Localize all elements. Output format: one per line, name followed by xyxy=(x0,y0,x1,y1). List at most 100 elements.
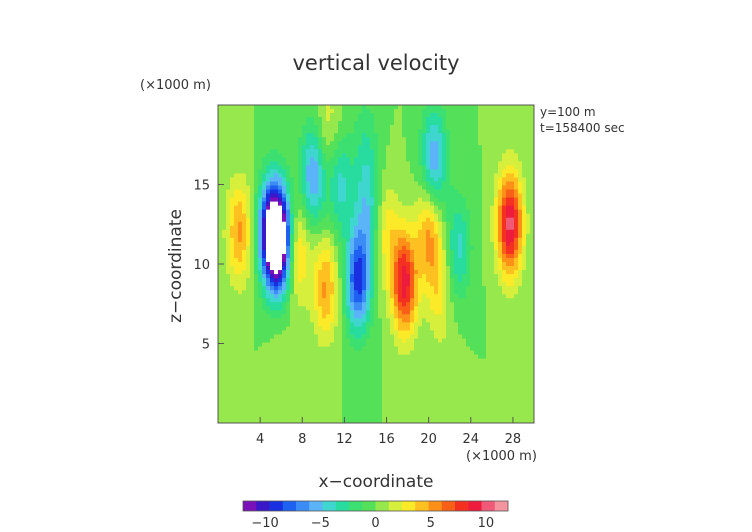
heatmap-cell xyxy=(414,302,419,307)
heatmap-cell xyxy=(374,185,379,190)
heatmap-cell xyxy=(306,209,311,215)
heatmap-cell xyxy=(222,302,227,307)
heatmap-cell xyxy=(250,342,255,347)
heatmap-cell xyxy=(410,278,415,283)
heatmap-cell xyxy=(354,338,359,343)
heatmap-cell xyxy=(302,193,307,198)
heatmap-cell xyxy=(322,274,327,279)
heatmap-cell xyxy=(218,378,223,384)
heatmap-cell xyxy=(406,386,411,392)
heatmap-cell xyxy=(418,314,423,319)
heatmap-cell xyxy=(390,177,395,182)
heatmap-cell xyxy=(238,133,243,138)
heatmap-cell xyxy=(398,173,403,178)
heatmap-cell xyxy=(442,334,447,339)
heatmap-cell xyxy=(306,169,311,174)
heatmap-cell xyxy=(246,233,251,239)
heatmap-cell xyxy=(310,105,315,110)
heatmap-cell xyxy=(322,270,327,275)
heatmap-cell xyxy=(446,266,451,271)
heatmap-cell xyxy=(462,398,467,404)
heatmap-cell xyxy=(354,209,359,215)
heatmap-cell xyxy=(362,322,367,327)
heatmap-cell xyxy=(342,121,347,126)
heatmap-cell xyxy=(450,105,455,110)
heatmap-cell xyxy=(386,290,391,295)
heatmap-cell xyxy=(274,181,279,186)
heatmap-cell xyxy=(230,358,235,364)
heatmap-cell xyxy=(226,338,231,343)
heatmap-cell xyxy=(370,261,375,267)
heatmap-cell xyxy=(466,217,471,223)
heatmap-cell xyxy=(230,137,235,142)
heatmap-cell xyxy=(262,253,267,259)
heatmap-cell xyxy=(262,149,267,154)
heatmap-cell xyxy=(414,173,419,178)
heatmap-cell xyxy=(246,201,251,207)
heatmap-cell xyxy=(314,266,319,271)
heatmap-cell xyxy=(278,270,283,275)
heatmap-cell xyxy=(398,342,403,347)
heatmap-cell xyxy=(438,173,443,178)
heatmap-cell xyxy=(362,314,367,319)
heatmap-cell xyxy=(278,362,283,368)
heatmap-cell xyxy=(346,286,351,291)
heatmap-cell xyxy=(378,382,383,388)
heatmap-cell xyxy=(438,253,443,259)
heatmap-cell xyxy=(442,153,447,158)
heatmap-cell xyxy=(426,165,431,170)
heatmap-cell xyxy=(346,330,351,335)
heatmap-cell xyxy=(402,121,407,126)
heatmap-cell xyxy=(230,326,235,331)
heatmap-cell xyxy=(442,253,447,259)
heatmap-cell xyxy=(306,221,311,227)
heatmap-cell xyxy=(274,129,279,134)
heatmap-cell xyxy=(306,109,311,114)
heatmap-cell xyxy=(350,205,355,211)
heatmap-cell xyxy=(230,330,235,335)
heatmap-cell xyxy=(418,217,423,223)
heatmap-cell xyxy=(294,346,299,351)
heatmap-cell xyxy=(374,266,379,271)
heatmap-cell xyxy=(402,298,407,303)
heatmap-cell xyxy=(274,109,279,114)
heatmap-cell xyxy=(306,149,311,154)
heatmap-cell xyxy=(398,185,403,190)
heatmap-cell xyxy=(458,382,463,388)
heatmap-cell xyxy=(354,386,359,392)
heatmap-cell xyxy=(314,253,319,259)
heatmap-cell xyxy=(462,173,467,178)
heatmap-cell xyxy=(454,233,459,239)
heatmap-cell xyxy=(418,342,423,347)
heatmap-cell xyxy=(242,406,247,412)
heatmap-cell xyxy=(250,181,255,186)
heatmap-cell xyxy=(378,149,383,154)
heatmap-cell xyxy=(314,338,319,343)
heatmap-cell xyxy=(466,334,471,339)
heatmap-cell xyxy=(322,205,327,211)
heatmap-cell xyxy=(414,169,419,174)
heatmap-cell xyxy=(378,221,383,227)
heatmap-cell xyxy=(270,177,275,182)
heatmap-cell xyxy=(310,205,315,211)
heatmap-cell xyxy=(226,125,231,130)
heatmap-cell xyxy=(286,169,291,174)
heatmap-cell xyxy=(246,249,251,255)
heatmap-cell xyxy=(434,197,439,203)
heatmap-cell xyxy=(398,169,403,174)
heatmap-cell xyxy=(394,209,399,215)
heatmap-cell xyxy=(390,414,395,420)
heatmap-cell xyxy=(418,406,423,412)
heatmap-cell xyxy=(402,173,407,178)
heatmap-cell xyxy=(250,229,255,235)
heatmap-cell xyxy=(466,161,471,166)
heatmap-cell xyxy=(438,109,443,114)
heatmap-cell xyxy=(266,145,271,150)
heatmap-cell xyxy=(270,406,275,412)
heatmap-cell xyxy=(466,266,471,271)
heatmap-cell xyxy=(366,197,371,203)
heatmap-cell xyxy=(318,113,323,118)
heatmap-cell xyxy=(426,302,431,307)
heatmap-cell xyxy=(250,237,255,243)
heatmap-cell xyxy=(334,282,339,287)
